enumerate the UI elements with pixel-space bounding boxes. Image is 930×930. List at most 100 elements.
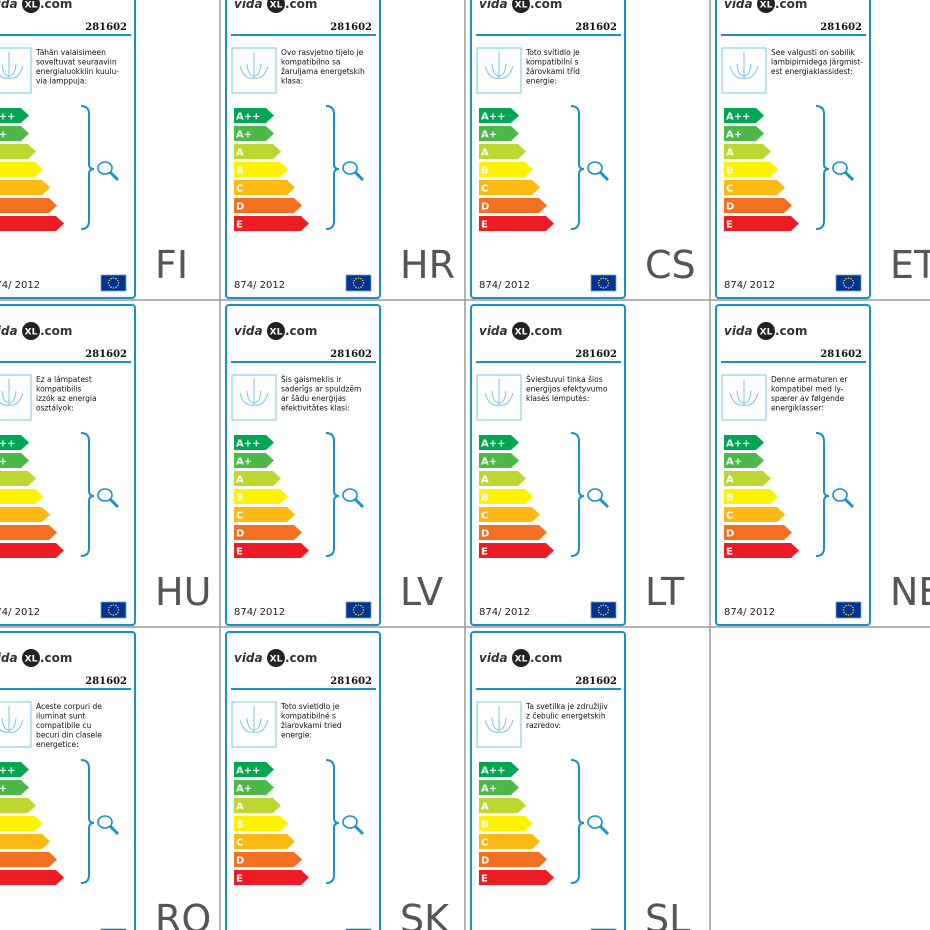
eu-star	[607, 279, 609, 282]
energy-class-arrow	[0, 489, 43, 504]
logo-mark: XL	[270, 1, 283, 11]
language-code: HU	[155, 570, 211, 614]
energy-class-label: E	[726, 220, 733, 231]
eu-star	[843, 284, 845, 287]
energy-class-arrow	[479, 507, 540, 522]
eu-star	[607, 609, 610, 611]
lamp-icon	[239, 706, 269, 733]
energy-class-label: A++	[0, 766, 16, 777]
bulb-base	[598, 170, 610, 182]
energy-class-arrow	[479, 471, 526, 486]
description-line: žaruljama energetskih	[281, 67, 365, 76]
class-brace	[570, 432, 585, 557]
energy-class-label: A++	[236, 439, 261, 450]
energy-class-arrow	[724, 525, 792, 540]
eu-star	[115, 277, 117, 280]
eu-star	[362, 606, 364, 609]
bulb-base	[108, 824, 120, 836]
eu-star	[115, 604, 117, 607]
bulb-icon	[342, 815, 358, 829]
description-line: saderīgs ar spuldzēm	[281, 385, 361, 394]
eu-star	[602, 614, 605, 616]
eu-star	[355, 277, 357, 280]
logo-mark: XL	[760, 1, 773, 11]
logo-left: vida	[234, 0, 263, 11]
eu-star	[110, 277, 112, 280]
energy-class-label: A+	[481, 784, 497, 795]
energy-class-label: A	[236, 802, 244, 813]
energy-class-arrow	[0, 108, 29, 123]
eu-star	[597, 282, 600, 284]
energy-class-label: C	[481, 511, 488, 522]
energy-class-arrow	[724, 198, 792, 213]
energy-class-arrow	[0, 453, 29, 468]
energy-class-arrow	[479, 816, 533, 831]
energy-class-label: B	[236, 820, 244, 831]
eu-star	[362, 609, 365, 611]
logo-right: .com	[40, 651, 72, 665]
product-code: 281602	[575, 349, 617, 360]
energy-class-label: A++	[481, 112, 506, 123]
energy-class-arrow	[0, 126, 29, 141]
class-brace	[325, 105, 340, 230]
energy-class-arrow	[479, 834, 540, 849]
bulb-base	[843, 497, 855, 509]
language-code: CS	[645, 243, 696, 287]
class-brace	[325, 432, 340, 557]
bulb-base	[598, 497, 610, 509]
energy-class-arrow	[234, 471, 281, 486]
energy-class-arrow	[0, 834, 50, 849]
description-line: Šis gaismeklis ir	[281, 375, 342, 384]
eu-star	[357, 287, 360, 289]
energy-class-arrow	[234, 180, 295, 195]
description-line: iluminat sunt	[36, 712, 85, 721]
logo: vida XL.com	[234, 0, 317, 13]
energy-class-label: D	[481, 529, 489, 540]
bulb-base	[353, 824, 365, 836]
language-code: HR	[400, 243, 455, 287]
description-line: energetice:	[36, 740, 79, 749]
logo-left: vida	[479, 651, 508, 665]
energy-class-label: B	[481, 820, 489, 831]
energy-class-arrow	[0, 435, 29, 450]
bulb-icon	[97, 488, 113, 502]
logo-badge	[512, 649, 530, 667]
energy-label-cell: vida XL .com 281602 Toto svietidlo jekompati…	[225, 631, 450, 930]
regulation: 874/ 2012	[0, 607, 40, 618]
description-line: Tähän valaisimeen	[35, 48, 106, 57]
energy-class-label: A+	[0, 130, 7, 141]
description-line: razredov:	[526, 721, 561, 730]
eu-star	[850, 604, 852, 607]
eu-star	[602, 287, 605, 289]
bulb-icon	[832, 488, 848, 502]
eu-star	[117, 282, 120, 284]
eu-star	[845, 613, 847, 616]
energy-class-label: E	[236, 547, 243, 558]
eu-star	[845, 277, 847, 280]
bulb-base	[598, 824, 610, 836]
energy-class-arrow	[0, 816, 43, 831]
eu-star	[353, 606, 355, 609]
lamp-icon	[484, 706, 514, 733]
description-line: becuri din clasele	[36, 731, 102, 740]
energy-class-label: E	[481, 220, 488, 231]
logo-badge	[757, 0, 775, 13]
energy-class-label: A++	[726, 112, 751, 123]
energy-class-label: D	[236, 529, 244, 540]
bulb-icon	[97, 815, 113, 829]
lamp-icon	[0, 379, 24, 406]
energy-class-arrow	[234, 543, 309, 558]
lamp-icon	[729, 379, 759, 406]
logo-left: vida	[479, 0, 508, 11]
description-line: energiklasser:	[771, 404, 824, 413]
energy-class-arrow	[234, 762, 274, 777]
energy-class-label: A	[236, 475, 244, 486]
language-code: RO	[155, 897, 211, 930]
bulb-icon	[97, 161, 113, 175]
logo-badge	[22, 0, 40, 13]
description-line: energie:	[281, 731, 312, 740]
eu-star	[353, 279, 355, 282]
regulation: 874/ 2012	[479, 607, 530, 618]
description-line: Denne armaturen er	[771, 375, 848, 384]
